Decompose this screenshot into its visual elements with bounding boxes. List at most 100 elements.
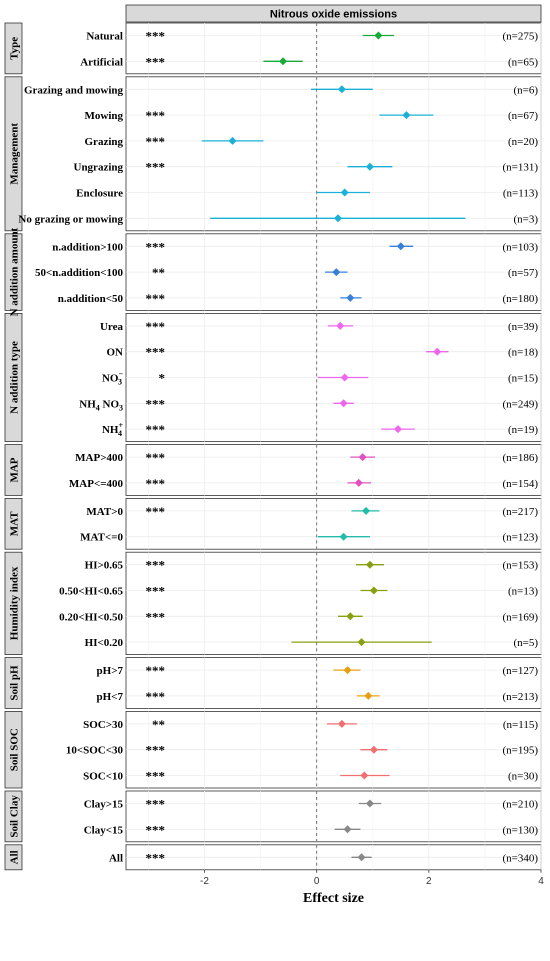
sample-size-label: (n=3) xyxy=(513,213,538,225)
point-estimate xyxy=(279,57,288,66)
point-estimate xyxy=(369,586,378,595)
row-label: MAP>400 xyxy=(75,452,123,464)
significance-label: *** xyxy=(146,29,166,44)
point-estimate xyxy=(402,111,411,120)
strip-4 xyxy=(4,444,23,496)
significance-label: *** xyxy=(146,54,166,69)
point-estimate xyxy=(337,85,346,94)
row-label: MAT>0 xyxy=(86,506,123,518)
row-label: 0.50<HI<0.65 xyxy=(59,586,123,598)
sample-size-label: (n=5) xyxy=(513,637,538,649)
strip-label: All xyxy=(9,850,21,864)
row-label: All xyxy=(109,852,123,864)
strip-label: N addition type xyxy=(9,341,21,414)
point-estimate xyxy=(336,321,345,330)
sample-size-label: (n=340) xyxy=(502,852,538,864)
strip-label: MAT xyxy=(9,511,21,537)
row-label: NH4 NO3 xyxy=(79,398,123,412)
strip-9 xyxy=(4,790,23,843)
sample-size-label: (n=6) xyxy=(513,84,538,96)
strip-label: Management xyxy=(9,123,21,185)
significance-label: *** xyxy=(146,769,166,784)
sample-size-label: (n=217) xyxy=(502,506,538,518)
sample-size-label: (n=195) xyxy=(502,745,538,757)
sample-size-label: (n=57) xyxy=(508,267,538,279)
sample-size-label: (n=127) xyxy=(502,665,538,677)
row-label: 0.20<HI<0.50 xyxy=(59,611,123,623)
sample-size-label: (n=169) xyxy=(502,611,538,623)
row-label: Clay<15 xyxy=(84,824,124,836)
strip-5 xyxy=(4,497,23,550)
significance-label: *** xyxy=(146,319,166,334)
point-estimate xyxy=(374,31,383,40)
point-estimate xyxy=(339,532,348,541)
sample-size-label: (n=210) xyxy=(502,799,538,811)
row-label: Grazing and mowing xyxy=(24,84,124,96)
sample-size-label: (n=180) xyxy=(502,293,538,305)
significance-label: *** xyxy=(146,797,166,812)
row-label: Enclosure xyxy=(76,188,123,200)
strip-label: Soil pH xyxy=(9,665,21,701)
strip-label: Soil SOC xyxy=(9,728,21,771)
strip-3 xyxy=(4,312,23,442)
row-label: Grazing xyxy=(85,136,124,148)
point-estimate xyxy=(339,399,348,408)
point-estimate xyxy=(340,188,349,197)
sample-size-label: (n=20) xyxy=(508,136,538,148)
row-label: 50<n.addition<100 xyxy=(35,267,124,279)
point-estimate xyxy=(340,373,349,382)
sample-size-label: (n=213) xyxy=(502,691,538,703)
x-tick-label: 2 xyxy=(426,876,432,887)
significance-label: *** xyxy=(146,345,166,360)
strip-10 xyxy=(4,844,23,871)
panel-5 xyxy=(125,497,542,550)
point-estimate xyxy=(333,214,342,223)
point-estimate xyxy=(365,560,374,569)
sample-size-label: (n=15) xyxy=(508,373,538,385)
panel-6 xyxy=(125,551,542,656)
significance-label: *** xyxy=(146,689,166,704)
sample-size-label: (n=113) xyxy=(503,188,538,200)
row-label: Natural xyxy=(86,31,123,43)
sample-size-label: (n=65) xyxy=(508,56,538,68)
strip-label: Humidity index xyxy=(9,566,21,640)
row-label: SOC<10 xyxy=(83,771,123,783)
point-estimate xyxy=(362,506,371,515)
point-estimate xyxy=(365,799,374,808)
panel-7 xyxy=(125,657,542,709)
row-label: MAT<=0 xyxy=(80,532,123,544)
sample-size-label: (n=186) xyxy=(502,452,538,464)
point-estimate xyxy=(346,293,355,302)
strip-label: Soil Clay xyxy=(9,795,21,838)
significance-label: *** xyxy=(146,609,166,624)
point-estimate xyxy=(364,691,373,700)
row-label: Clay>15 xyxy=(84,799,124,811)
significance-label: *** xyxy=(146,134,166,149)
strip-label: N addition amount xyxy=(9,227,21,316)
sample-size-label: (n=130) xyxy=(502,824,538,836)
strip-0 xyxy=(4,22,23,75)
point-estimate xyxy=(357,638,366,647)
significance-label: * xyxy=(159,371,166,386)
point-estimate xyxy=(343,825,352,834)
significance-label: *** xyxy=(146,504,166,519)
sample-size-label: (n=103) xyxy=(502,241,538,253)
significance-label: *** xyxy=(146,239,166,254)
row-label: Urea xyxy=(100,321,124,333)
sample-size-label: (n=249) xyxy=(502,398,538,410)
sample-size-label: (n=154) xyxy=(502,478,538,490)
row-label: No grazing or mowing xyxy=(18,213,123,225)
sample-size-label: (n=39) xyxy=(508,321,538,333)
row-label: HI>0.65 xyxy=(85,560,124,572)
row-label: Artificial xyxy=(80,56,123,68)
row-label: NO− 3 xyxy=(102,370,124,387)
point-estimate xyxy=(343,666,352,675)
panel-1 xyxy=(125,76,542,232)
point-estimate xyxy=(346,612,355,621)
sample-size-label: (n=153) xyxy=(502,560,538,572)
significance-label: *** xyxy=(146,422,166,437)
significance-label: *** xyxy=(146,663,166,678)
point-estimate xyxy=(332,268,341,277)
significance-label: *** xyxy=(146,291,166,306)
